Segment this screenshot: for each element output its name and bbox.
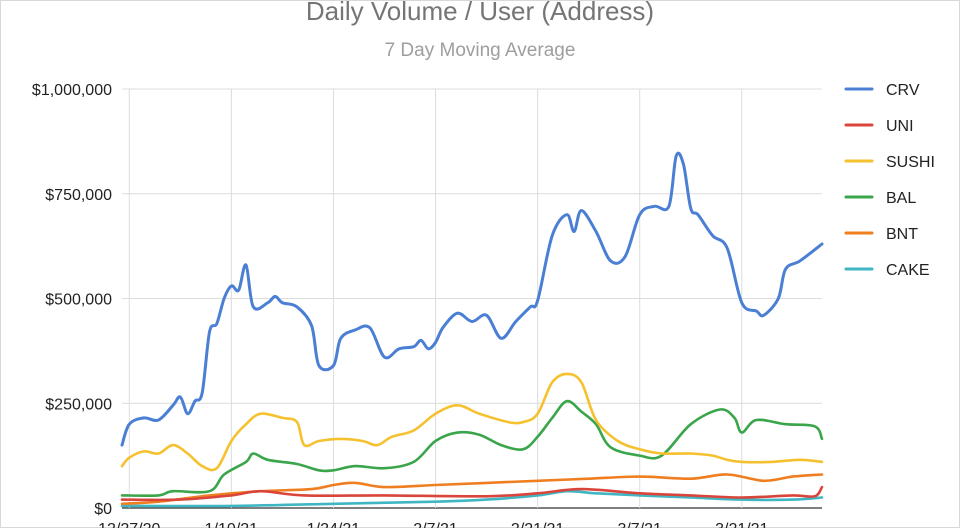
y-tick-label: $1,000,000 [32,82,112,99]
legend-label-uni: UNI [886,118,914,135]
legend-label-bal: BAL [886,190,916,207]
series-lines [120,151,824,508]
y-tick-label: $750,000 [45,187,112,204]
gridlines [122,88,822,509]
x-axis-ticks: 12/27/20 1/10/21 1/24/21 2/7/21 2/21/21 3/7/2… [98,521,768,528]
x-tick-label: 12/27/20 [98,521,160,528]
x-tick-label: 3/21/21 [715,521,768,528]
series-line-crv [120,151,824,447]
legend-label-bnt: BNT [886,226,918,243]
series-line-uni [120,485,824,502]
y-tick-label: $500,000 [45,292,112,309]
legend: CRV UNI SUSHI BAL BNT CAKE [844,82,935,279]
x-tick-label: 3/7/21 [617,521,662,528]
x-tick-label: 1/10/21 [205,521,258,528]
x-tick-label: 1/24/21 [307,521,360,528]
series-line-bal [120,399,824,498]
y-axis-ticks: $0 $250,000 $500,000 $750,000 $1,000,000 [32,82,112,518]
x-tick-label: 2/7/21 [413,521,458,528]
chart-subtitle: 7 Day Moving Average [385,40,576,61]
legend-label-crv: CRV [886,82,920,99]
y-tick-label: $0 [94,501,112,518]
x-tick-label: 2/21/21 [511,521,564,528]
legend-label-sushi: SUSHI [886,154,935,171]
series-line-sushi [120,372,824,472]
y-tick-label: $250,000 [45,396,112,413]
series-line-cake [120,489,824,508]
legend-label-cake: CAKE [886,262,930,279]
chart-title: Daily Volume / User (Address) [306,0,654,26]
